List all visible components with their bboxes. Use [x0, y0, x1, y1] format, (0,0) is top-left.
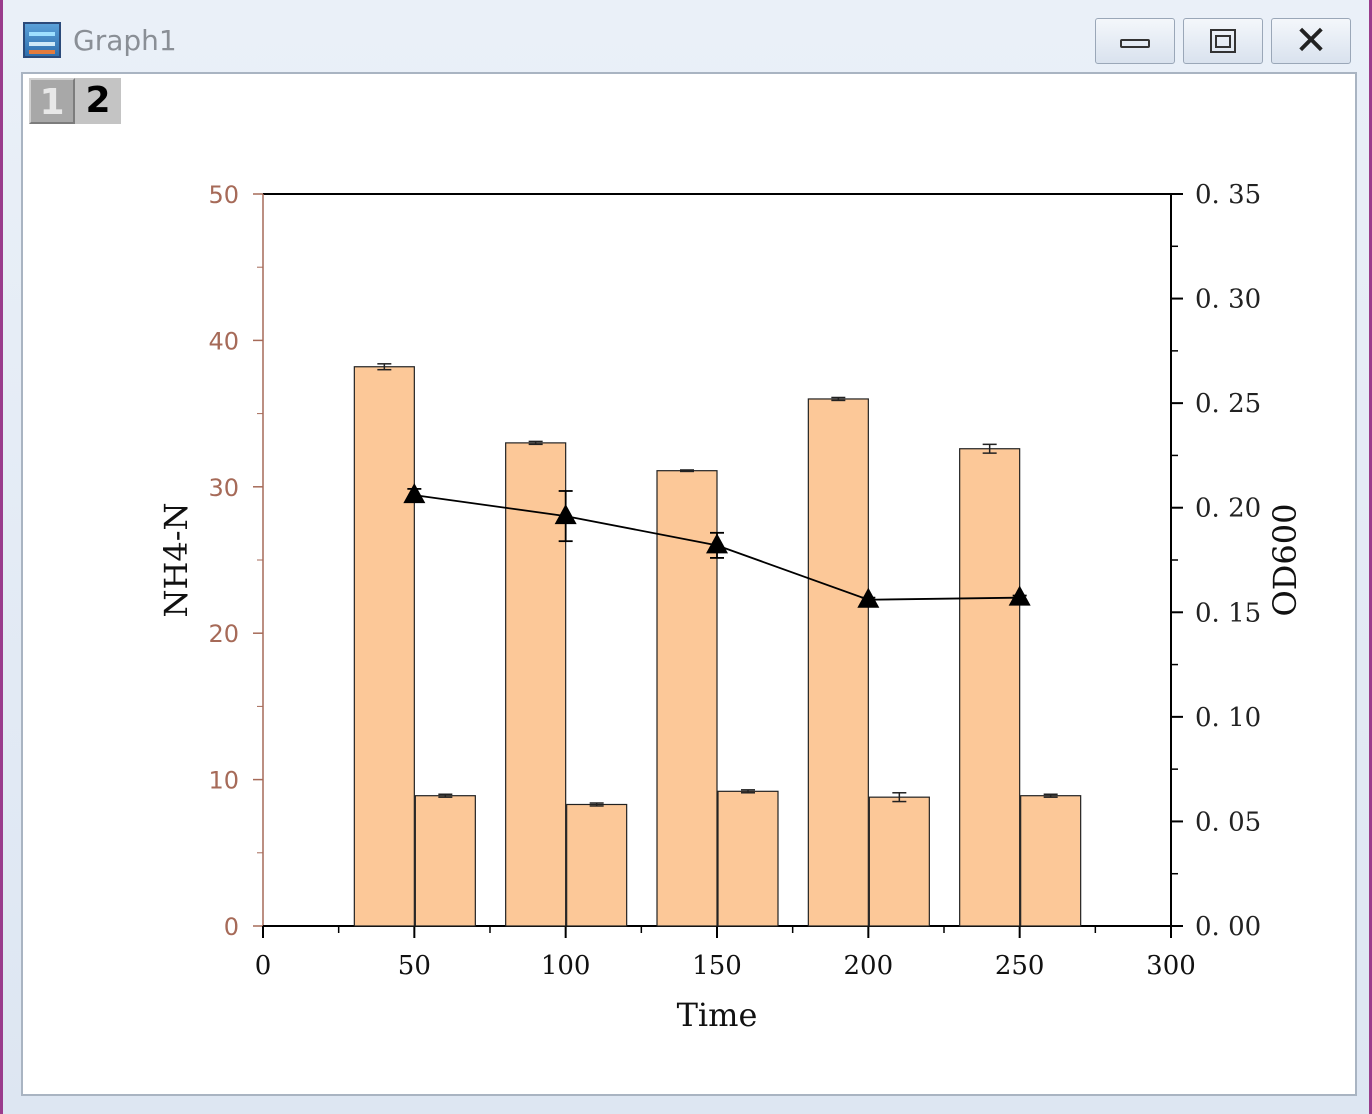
- right-y-tick-label: 0. 00: [1195, 912, 1261, 942]
- minimize-button[interactable]: [1095, 18, 1175, 64]
- left-y-tick-label: 10: [208, 767, 239, 795]
- bar-series-2: [868, 796, 930, 927]
- left-y-axis-title: NH4-N: [157, 502, 195, 617]
- triangle-marker: [706, 533, 728, 554]
- close-button[interactable]: ✕: [1271, 18, 1351, 64]
- bar-series-1: [353, 366, 415, 927]
- bar-series-2: [414, 795, 476, 927]
- right-y-tick-label: 0. 30: [1195, 285, 1261, 315]
- right-y-tick-label: 0. 10: [1195, 703, 1261, 733]
- close-icon: ✕: [1294, 18, 1328, 64]
- triangle-marker: [403, 483, 426, 504]
- triangle-marker: [857, 587, 880, 608]
- maximize-button[interactable]: [1183, 18, 1263, 64]
- bar-series-2: [566, 803, 628, 927]
- x-tick-label: 150: [692, 951, 742, 981]
- right-y-axis-title: OD600: [1266, 504, 1304, 617]
- left-y-tick-label: 20: [208, 620, 239, 648]
- window-title: Graph1: [73, 24, 177, 57]
- right-y-tick-label: 0. 35: [1195, 180, 1261, 210]
- x-tick-label: 300: [1146, 951, 1196, 981]
- x-tick-label: 100: [541, 951, 591, 981]
- left-y-tick-label: 30: [208, 474, 239, 502]
- x-axis-title: Time: [677, 996, 758, 1034]
- right-y-tick-label: 0. 05: [1195, 807, 1261, 837]
- bar-series-1: [807, 398, 869, 927]
- bar-series-2: [1020, 795, 1082, 927]
- left-y-tick-label: 50: [208, 181, 239, 209]
- triangle-marker: [554, 504, 577, 525]
- right-y-tick-label: 0. 25: [1195, 389, 1261, 419]
- title-bar[interactable]: Graph1 ✕: [3, 0, 1369, 74]
- left-y-tick-label: 40: [208, 327, 239, 355]
- bar-series-1: [656, 470, 718, 927]
- bar-series-2: [717, 790, 779, 927]
- bar-series-1: [959, 448, 1021, 927]
- x-tick-label: 0: [255, 951, 272, 981]
- x-tick-label: 250: [995, 951, 1045, 981]
- layer-tab-1[interactable]: 1: [29, 78, 75, 124]
- left-y-tick-label: 0: [224, 913, 239, 941]
- triangle-marker: [1008, 585, 1031, 606]
- x-tick-label: 50: [398, 951, 431, 981]
- graph-window-icon[interactable]: [23, 22, 61, 58]
- layer-tab-2[interactable]: 2: [75, 78, 121, 124]
- x-tick-label: 200: [844, 951, 894, 981]
- right-y-tick-label: 0. 20: [1195, 494, 1261, 524]
- maximize-icon: [1210, 29, 1236, 53]
- right-y-tick-label: 0. 15: [1195, 598, 1261, 628]
- minimize-icon: [1120, 38, 1150, 48]
- chart: 0 10 20 30 40 50 0. 00 0. 05 0. 10 0. 15 0. 20 0. 2…: [157, 180, 1304, 1034]
